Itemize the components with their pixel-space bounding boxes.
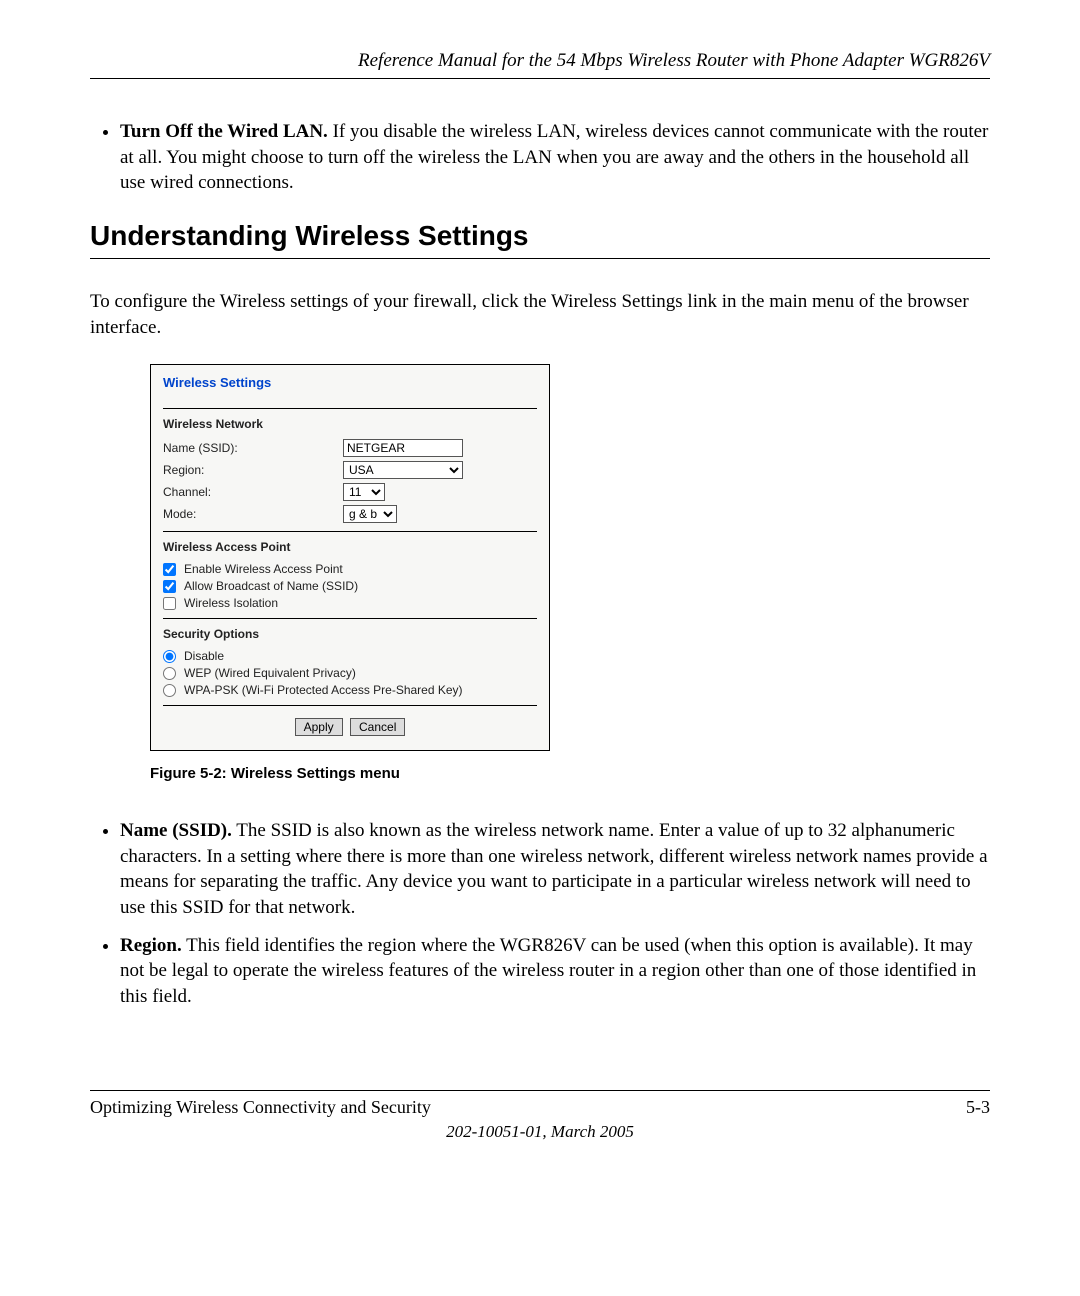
divider [163,705,537,706]
divider [163,408,537,409]
figure-caption: Figure 5-2: Wireless Settings menu [150,765,990,782]
cancel-button[interactable]: Cancel [350,718,405,736]
intro-list: Turn Off the Wired LAN. If you disable t… [90,119,990,196]
enable-ap-label: Enable Wireless Access Point [184,562,343,576]
bullet-text: This field identifies the region where t… [120,935,976,1007]
bullet-ssid: Name (SSID). The SSID is also known as t… [120,818,990,921]
row-sec-wep: WEP (Wired Equivalent Privacy) [163,666,537,680]
sec-disable-label: Disable [184,649,224,663]
channel-label: Channel: [163,485,343,499]
bullet-lead: Turn Off the Wired LAN. [120,121,328,142]
broadcast-checkbox[interactable] [163,580,176,593]
ssid-input[interactable] [343,439,463,457]
footer-left: Optimizing Wireless Connectivity and Sec… [90,1097,431,1118]
group-access-point: Wireless Access Point [163,540,537,554]
row-sec-wpa: WPA-PSK (Wi-Fi Protected Access Pre-Shar… [163,683,537,697]
page-header: Reference Manual for the 54 Mbps Wireles… [90,50,990,79]
ssid-label: Name (SSID): [163,441,343,455]
divider [163,618,537,619]
bullet-lead: Name (SSID). [120,820,232,841]
section-heading: Understanding Wireless Settings [90,220,990,259]
row-channel: Channel: 11 [163,483,537,501]
bullet-lead: Region. [120,935,182,956]
enable-ap-checkbox[interactable] [163,563,176,576]
mode-select[interactable]: g & b [343,505,397,523]
sec-wep-radio[interactable] [163,667,176,680]
sec-wpa-radio[interactable] [163,684,176,697]
channel-select[interactable]: 11 [343,483,385,501]
group-security: Security Options [163,627,537,641]
sec-wep-label: WEP (Wired Equivalent Privacy) [184,666,356,680]
row-ssid: Name (SSID): [163,439,537,457]
region-label: Region: [163,463,343,477]
footer-sub: 202-10051-01, March 2005 [90,1122,990,1142]
sec-disable-radio[interactable] [163,650,176,663]
wireless-settings-screenshot: Wireless Settings Wireless Network Name … [150,364,550,751]
intro-paragraph: To configure the Wireless settings of yo… [90,289,990,340]
region-select[interactable]: USA [343,461,463,479]
apply-button[interactable]: Apply [295,718,343,736]
row-mode: Mode: g & b [163,505,537,523]
broadcast-label: Allow Broadcast of Name (SSID) [184,579,358,593]
row-region: Region: USA [163,461,537,479]
divider [163,531,537,532]
panel-title: Wireless Settings [163,375,537,390]
isolation-label: Wireless Isolation [184,596,278,610]
mode-label: Mode: [163,507,343,521]
button-row: Apply Cancel [163,718,537,736]
bullet-region: Region. This field identifies the region… [120,933,990,1010]
bullet-turn-off-lan: Turn Off the Wired LAN. If you disable t… [120,119,990,196]
definition-list: Name (SSID). The SSID is also known as t… [90,818,990,1009]
row-broadcast: Allow Broadcast of Name (SSID) [163,579,537,593]
row-enable-ap: Enable Wireless Access Point [163,562,537,576]
row-sec-disable: Disable [163,649,537,663]
isolation-checkbox[interactable] [163,597,176,610]
group-wireless-network: Wireless Network [163,417,537,431]
row-isolation: Wireless Isolation [163,596,537,610]
bullet-text: The SSID is also known as the wireless n… [120,820,988,918]
footer-right: 5-3 [966,1097,990,1118]
sec-wpa-label: WPA-PSK (Wi-Fi Protected Access Pre-Shar… [184,683,463,697]
page-footer: Optimizing Wireless Connectivity and Sec… [90,1090,990,1142]
